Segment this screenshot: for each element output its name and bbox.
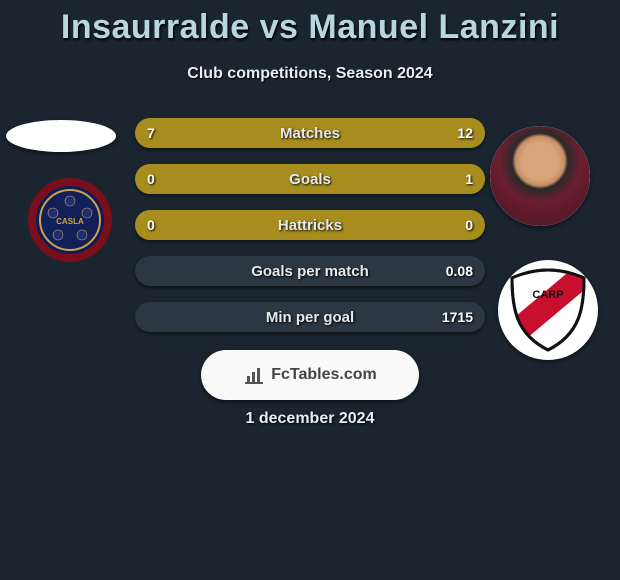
stat-row: 0Goals1 [135, 164, 485, 194]
stat-label: Matches [135, 118, 485, 148]
svg-text:CARP: CARP [532, 289, 563, 301]
title-player1: Insaurralde [61, 8, 250, 46]
svg-text:CASLA: CASLA [56, 217, 84, 226]
stat-value-right: 0 [465, 210, 473, 240]
stat-label: Hattricks [135, 210, 485, 240]
stat-row: Goals per match0.08 [135, 256, 485, 286]
chart-icon [243, 364, 265, 386]
source-badge: FcTables.com [201, 350, 419, 400]
stat-row: 7Matches12 [135, 118, 485, 148]
title-player2: Manuel Lanzini [308, 8, 559, 46]
source-text: FcTables.com [271, 366, 377, 384]
stat-value-right: 12 [457, 118, 473, 148]
stat-value-right: 1715 [442, 302, 473, 332]
page-title: Insaurralde vs Manuel Lanzini [0, 0, 620, 47]
snapshot-date: 1 december 2024 [0, 410, 620, 428]
player1-avatar [6, 120, 116, 152]
title-vs: vs [260, 8, 299, 46]
player1-club-badge: CASLA [27, 177, 113, 263]
stat-label: Goals [135, 164, 485, 194]
stat-label: Min per goal [135, 302, 485, 332]
stat-value-right: 0.08 [446, 256, 473, 286]
comparison-bars: 7Matches120Goals10Hattricks0Goals per ma… [135, 118, 485, 348]
player2-avatar [490, 126, 590, 226]
stat-value-right: 1 [465, 164, 473, 194]
stat-label: Goals per match [135, 256, 485, 286]
subtitle: Club competitions, Season 2024 [0, 65, 620, 83]
player2-club-badge: CARP [498, 260, 598, 360]
stat-row: 0Hattricks0 [135, 210, 485, 240]
stat-row: Min per goal1715 [135, 302, 485, 332]
